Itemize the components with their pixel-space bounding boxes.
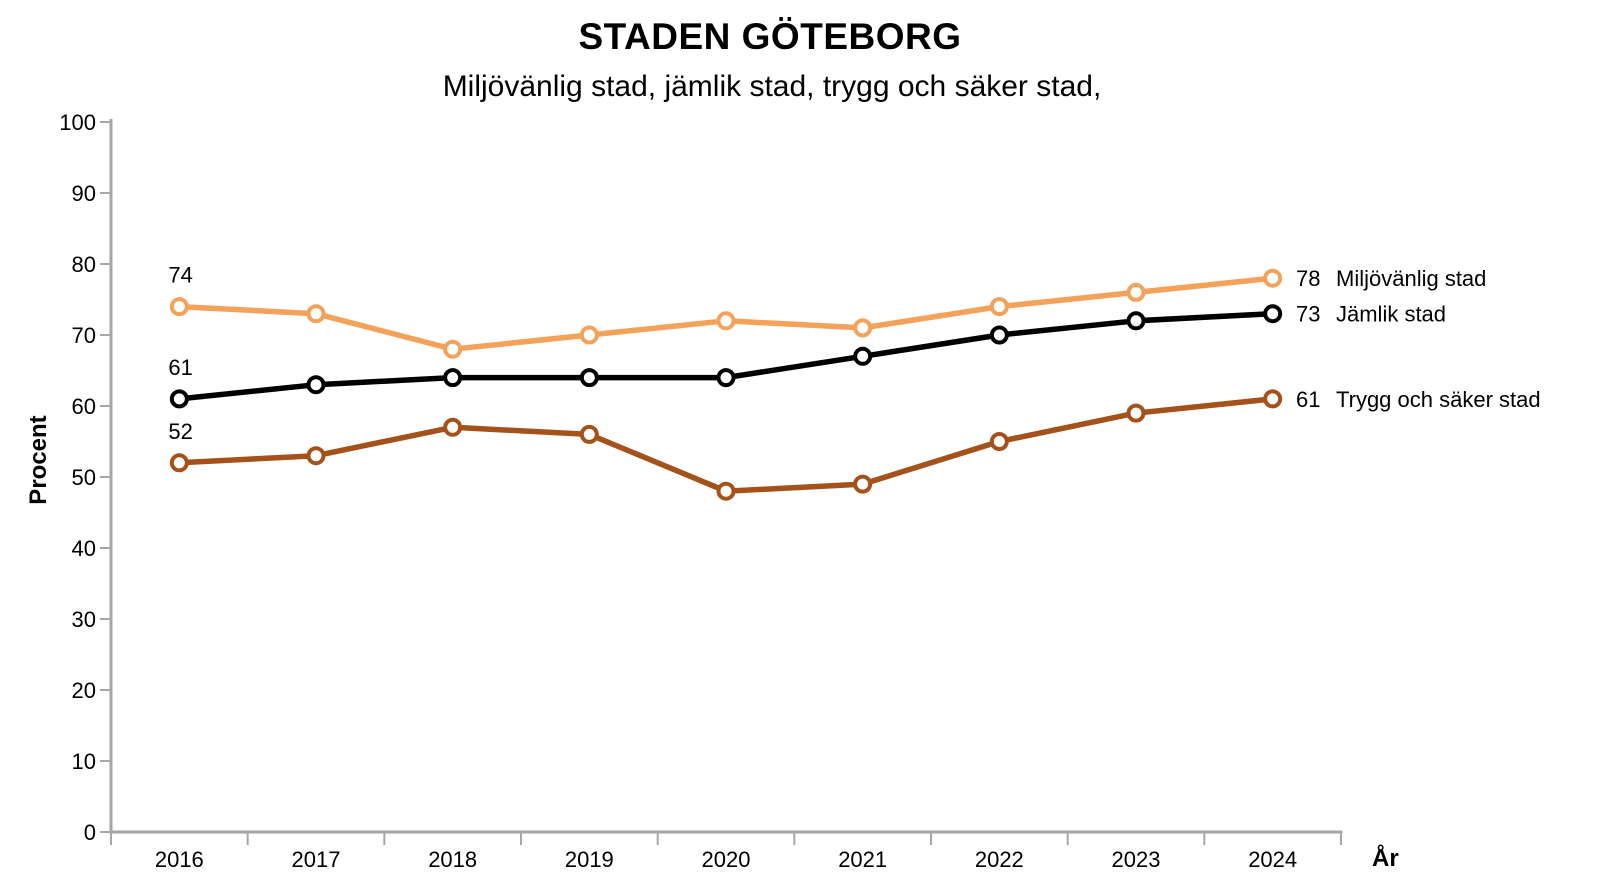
data-point-jamlik-stad-2023	[1126, 311, 1146, 331]
x-tick-label-2020: 2020	[702, 847, 751, 872]
data-point-trygg-och-saker-stad-2017	[306, 446, 326, 466]
data-point-jamlik-stad-2018	[443, 368, 463, 388]
end-value-label-trygg-och-saker-stad: 61	[1296, 387, 1320, 412]
x-axis-title: År	[1372, 845, 1399, 872]
y-tick-label: 10	[72, 749, 96, 774]
series-name-label-miljovanlig-stad: Miljövänlig stad	[1336, 266, 1486, 291]
data-point-miljovanlig-stad-2022	[989, 297, 1009, 317]
x-tick-label-2016: 2016	[155, 847, 204, 872]
data-point-trygg-och-saker-stad-2024	[1263, 389, 1283, 409]
series-name-label-trygg-och-saker-stad: Trygg och säker stad	[1336, 387, 1541, 412]
data-point-trygg-och-saker-stad-2016	[169, 453, 189, 473]
x-tick-label-2017: 2017	[292, 847, 341, 872]
data-point-trygg-och-saker-stad-2020	[716, 481, 736, 501]
y-tick-label: 40	[72, 536, 96, 561]
y-tick-label: 30	[72, 607, 96, 632]
y-tick-label: 20	[72, 678, 96, 703]
data-point-miljovanlig-stad-2018	[443, 339, 463, 359]
data-point-miljovanlig-stad-2021	[853, 318, 873, 338]
x-tick-label-2021: 2021	[838, 847, 887, 872]
data-point-miljovanlig-stad-2017	[306, 304, 326, 324]
y-tick-label: 60	[72, 394, 96, 419]
data-point-jamlik-stad-2024	[1263, 304, 1283, 324]
y-tick-label: 50	[72, 465, 96, 490]
data-point-jamlik-stad-2022	[989, 325, 1009, 345]
data-point-jamlik-stad-2016	[169, 389, 189, 409]
data-point-trygg-och-saker-stad-2019	[579, 424, 599, 444]
data-point-trygg-och-saker-stad-2021	[853, 474, 873, 494]
end-value-label-miljovanlig-stad: 78	[1296, 266, 1320, 291]
data-point-trygg-och-saker-stad-2023	[1126, 403, 1146, 423]
first-value-label-miljovanlig-stad: 74	[168, 263, 192, 288]
first-value-label-jamlik-stad: 61	[168, 355, 192, 380]
y-tick-label: 70	[72, 323, 96, 348]
data-point-miljovanlig-stad-2019	[579, 325, 599, 345]
data-point-miljovanlig-stad-2020	[716, 311, 736, 331]
first-value-label-trygg-och-saker-stad: 52	[168, 419, 192, 444]
series-line-trygg-och-saker-stad	[176, 396, 1276, 494]
y-tick-label: 0	[84, 820, 96, 845]
data-point-miljovanlig-stad-2016	[169, 297, 189, 317]
data-point-jamlik-stad-2021	[853, 346, 873, 366]
data-point-trygg-och-saker-stad-2022	[989, 432, 1009, 451]
y-tick-label: 90	[72, 181, 96, 206]
x-tick-label-2022: 2022	[975, 847, 1024, 872]
data-point-miljovanlig-stad-2023	[1126, 282, 1146, 302]
x-tick-label-2024: 2024	[1248, 847, 1297, 872]
data-point-miljovanlig-stad-2024	[1263, 268, 1283, 288]
data-point-jamlik-stad-2017	[306, 375, 326, 395]
data-point-trygg-och-saker-stad-2018	[443, 417, 463, 437]
x-tick-label-2019: 2019	[565, 847, 614, 872]
chart-title: STADEN GÖTEBORG	[578, 16, 962, 57]
x-tick-label-2018: 2018	[428, 847, 477, 872]
y-tick-label: 80	[72, 252, 96, 277]
x-tick-label-2023: 2023	[1112, 847, 1161, 872]
y-tick-label: 100	[59, 110, 96, 135]
data-point-jamlik-stad-2020	[716, 368, 736, 388]
end-value-label-jamlik-stad: 73	[1296, 302, 1320, 327]
chart-subtitle: Miljövänlig stad, jämlik stad, trygg och…	[442, 70, 1102, 103]
series-name-label-jamlik-stad: Jämlik stad	[1336, 302, 1446, 327]
data-point-jamlik-stad-2019	[579, 368, 599, 388]
